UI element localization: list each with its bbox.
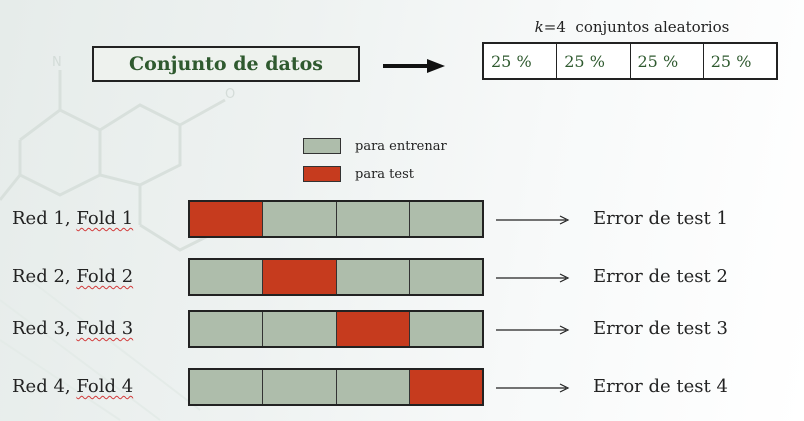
fold-cell-train (409, 202, 482, 236)
legend-label: para test (355, 166, 414, 182)
fold-cell-train (263, 312, 337, 346)
legend: para entrenar para test (303, 132, 447, 188)
dataset-box: Conjunto de datos (92, 46, 360, 82)
legend-item-train: para entrenar (303, 132, 447, 160)
fold-cell-train (336, 202, 410, 236)
fold-cell-train (336, 260, 410, 294)
fold-row: Red 1, Fold 1 Error de test 1 (0, 200, 804, 240)
test-error-label: Error de test 3 (593, 318, 728, 339)
right-arrow-icon (383, 59, 445, 73)
long-arrow-icon (496, 325, 570, 335)
test-error-label: Error de test 4 (593, 376, 728, 397)
split-table: 25 % 25 % 25 % 25 % (482, 42, 778, 80)
fold-bar (188, 258, 484, 296)
legend-label: para entrenar (355, 138, 447, 154)
svg-text:O: O (225, 87, 235, 102)
split-cell: 25 % (631, 44, 704, 78)
long-arrow-icon (496, 273, 570, 283)
split-caption: k=4 conjuntos aleatorios (482, 18, 782, 36)
test-error-label: Error de test 2 (593, 266, 728, 287)
k-variable: k (534, 18, 544, 36)
fold-label: Red 2, Fold 2 (12, 266, 133, 287)
fold-label: Red 1, Fold 1 (12, 208, 133, 229)
fold-cell-train (336, 370, 410, 404)
network-name: Red 2, (12, 266, 77, 287)
fold-row: Red 2, Fold 2 Error de test 2 (0, 258, 804, 298)
fold-name: Fold 4 (76, 376, 134, 397)
fold-name: Fold 2 (76, 266, 134, 287)
fold-cell-test (409, 370, 482, 404)
fold-name: Fold 3 (76, 318, 134, 339)
fold-cell-test (336, 312, 410, 346)
fold-cell-train (190, 312, 264, 346)
dataset-label: Conjunto de datos (129, 53, 323, 75)
fold-bar (188, 200, 484, 238)
legend-swatch (303, 166, 341, 182)
fold-name: Fold 1 (76, 208, 134, 229)
legend-item-test: para test (303, 160, 447, 188)
fold-bar (188, 310, 484, 348)
split-caption-text: =4 conjuntos aleatorios (543, 18, 730, 36)
fold-cell-train (263, 370, 337, 404)
fold-cell-train (409, 260, 482, 294)
legend-swatch (303, 138, 341, 154)
split-cell: 25 % (484, 44, 558, 78)
network-name: Red 4, (12, 376, 77, 397)
long-arrow-icon (496, 383, 570, 393)
fold-row: Red 4, Fold 4 Error de test 4 (0, 368, 804, 408)
fold-row: Red 3, Fold 3 Error de test 3 (0, 310, 804, 350)
fold-label: Red 4, Fold 4 (12, 376, 133, 397)
fold-label: Red 3, Fold 3 (12, 318, 133, 339)
fold-cell-train (409, 312, 482, 346)
network-name: Red 1, (12, 208, 77, 229)
network-name: Red 3, (12, 318, 77, 339)
test-error-label: Error de test 1 (593, 208, 728, 229)
fold-bar (188, 368, 484, 406)
fold-cell-test (263, 260, 337, 294)
fold-cell-train (190, 370, 264, 404)
split-cell: 25 % (710, 52, 752, 71)
fold-cell-test (190, 202, 264, 236)
fold-cell-train (190, 260, 264, 294)
fold-cell-train (263, 202, 337, 236)
split-cell: 25 % (557, 44, 631, 78)
svg-text:N: N (52, 55, 62, 70)
long-arrow-icon (496, 215, 570, 225)
